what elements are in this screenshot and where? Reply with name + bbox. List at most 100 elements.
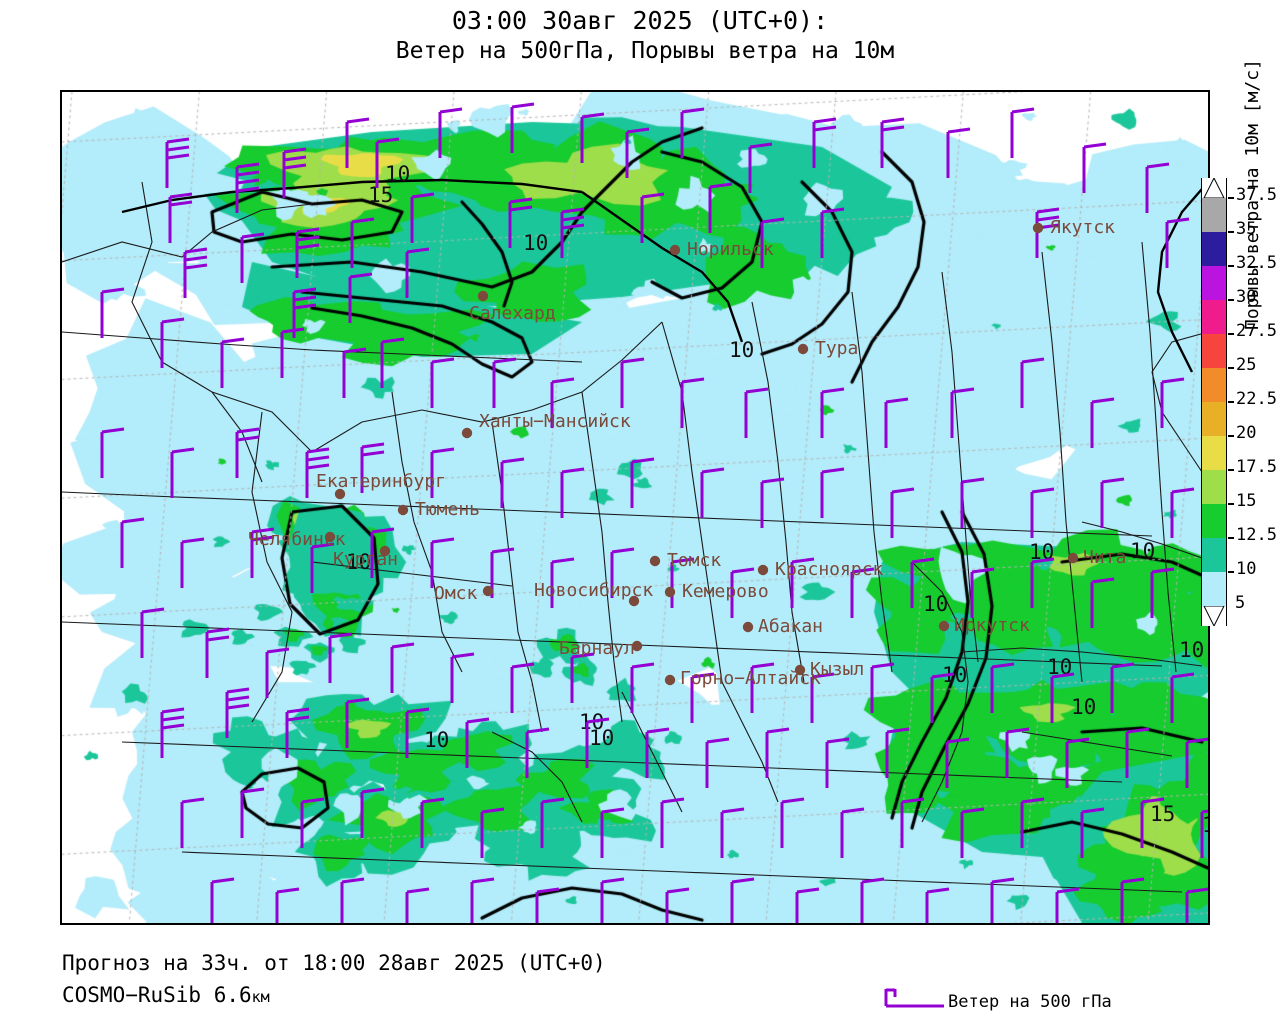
wind-barb-icon xyxy=(410,192,435,243)
wind-barb-icon xyxy=(680,107,705,158)
city-marker[interactable] xyxy=(324,531,336,543)
contour-label: 15 xyxy=(368,183,393,207)
contour-label: 10 xyxy=(1071,695,1096,719)
wind-barb-icon xyxy=(820,387,845,438)
city-marker[interactable] xyxy=(631,640,643,652)
wind-barb-icon xyxy=(295,227,320,278)
wind-barb-icon xyxy=(744,387,769,438)
city-marker[interactable] xyxy=(649,555,661,567)
wind-barb-icon xyxy=(1145,162,1170,213)
wind-barb-icon xyxy=(1100,477,1125,528)
colorbar-tick-label: 30 xyxy=(1236,287,1257,307)
city-marker[interactable] xyxy=(757,564,769,576)
region-border xyxy=(62,331,583,363)
wind-barb-icon xyxy=(225,687,250,738)
wind-barb-icon xyxy=(480,807,505,858)
wind-barb-icon xyxy=(1125,727,1150,778)
wind-barb-icon xyxy=(438,107,463,158)
wind-barb-icon xyxy=(405,707,430,758)
colorbar-tick-label: 20 xyxy=(1236,423,1257,443)
forecast-info-text: Прогноз на 33ч. от 18:00 28авг 2025 (UTC… xyxy=(62,951,606,975)
colorbar-tick-label: 15 xyxy=(1236,491,1257,511)
city-label: Новосибирск xyxy=(534,580,653,601)
wind-barb-icon xyxy=(1080,807,1105,858)
city-label: Чита xyxy=(1083,547,1126,568)
contour-label: 10 xyxy=(1202,813,1208,837)
wind-barb-icon xyxy=(884,988,944,1008)
wind-barb-icon xyxy=(265,647,290,698)
colorbar-tick xyxy=(1228,333,1234,335)
city-marker[interactable] xyxy=(477,290,489,302)
city-marker[interactable] xyxy=(742,621,754,633)
wind-barb-icon xyxy=(360,787,385,838)
wind-barb-icon xyxy=(100,427,125,478)
city-marker[interactable] xyxy=(664,586,676,598)
city-marker[interactable] xyxy=(482,585,494,597)
city-marker[interactable] xyxy=(461,427,473,439)
wind-barb-icon xyxy=(405,247,430,298)
wind-barb-icon xyxy=(880,117,905,168)
wind-barb-icon xyxy=(910,557,935,608)
city-label: Горно−Алтайск xyxy=(680,668,821,689)
wind-barb-icon xyxy=(240,787,265,838)
region-border xyxy=(491,421,543,733)
city-marker[interactable] xyxy=(664,674,676,686)
city-marker[interactable] xyxy=(628,595,640,607)
wind-barb-icon xyxy=(750,662,775,713)
city-label: Красноярск xyxy=(775,559,884,580)
map-panel[interactable]: 1015101010101010101010101010101510Якутск… xyxy=(60,90,1210,925)
city-dot xyxy=(664,586,676,598)
coastline xyxy=(581,191,744,343)
city-dot xyxy=(482,585,494,597)
city-marker[interactable] xyxy=(397,504,409,516)
wind-barb-icon xyxy=(1185,887,1208,923)
region-border xyxy=(391,391,463,673)
contour-label: 10 xyxy=(424,728,449,752)
city-dot xyxy=(794,664,806,676)
wind-barb-icon xyxy=(525,727,550,778)
wind-barb-icon xyxy=(170,447,195,498)
city-marker[interactable] xyxy=(379,545,391,557)
city-marker[interactable] xyxy=(797,343,809,355)
wind-barb-icon xyxy=(560,467,585,518)
city-marker[interactable] xyxy=(1032,222,1044,234)
wind-barb-icon xyxy=(990,877,1015,923)
city-marker[interactable] xyxy=(794,664,806,676)
wind-barb-icon xyxy=(946,127,971,178)
wind-barb-icon xyxy=(1030,557,1055,608)
wind-barb-icon xyxy=(990,662,1015,713)
wind-barb-icon xyxy=(160,707,185,758)
wind-barb-icon xyxy=(510,662,535,713)
colorbar-tick-label: 12.5 xyxy=(1236,525,1277,545)
wind-barb-icon xyxy=(1005,727,1030,778)
wind-barb-icon xyxy=(925,887,950,923)
wind-barb-icon xyxy=(665,887,690,923)
wind-barb-icon xyxy=(640,192,665,243)
wind-barb-icon xyxy=(670,557,695,608)
wind-barb-icon xyxy=(1170,487,1195,538)
wind-barb-icon xyxy=(550,557,575,608)
wind-barb-icon xyxy=(183,247,208,298)
city-marker[interactable] xyxy=(669,244,681,256)
city-dot xyxy=(334,488,346,500)
contour-label: 10 xyxy=(1179,638,1204,662)
wind-barb-icon xyxy=(630,662,655,713)
city-label: Екатеринбург xyxy=(316,471,446,492)
wind-barb-icon xyxy=(1020,797,1045,848)
colorbar-band: 30 xyxy=(1201,287,1256,334)
wind-barb-icon xyxy=(160,317,185,368)
city-label: Иркутск xyxy=(954,615,1030,636)
wind-barb-icon xyxy=(730,877,755,923)
wind-barb-icon xyxy=(1140,797,1165,848)
city-marker[interactable] xyxy=(938,620,950,632)
region-border xyxy=(491,731,583,823)
wind-barb-icon xyxy=(820,467,845,518)
wind-barb-icon xyxy=(1050,672,1075,723)
colorbar-tick xyxy=(1228,401,1234,403)
city-marker[interactable] xyxy=(1067,552,1079,564)
city-dot xyxy=(628,595,640,607)
wind-barb-icon xyxy=(240,232,265,283)
city-marker[interactable] xyxy=(334,488,346,500)
region-border xyxy=(751,301,805,683)
wind-barb-icon xyxy=(348,272,373,323)
